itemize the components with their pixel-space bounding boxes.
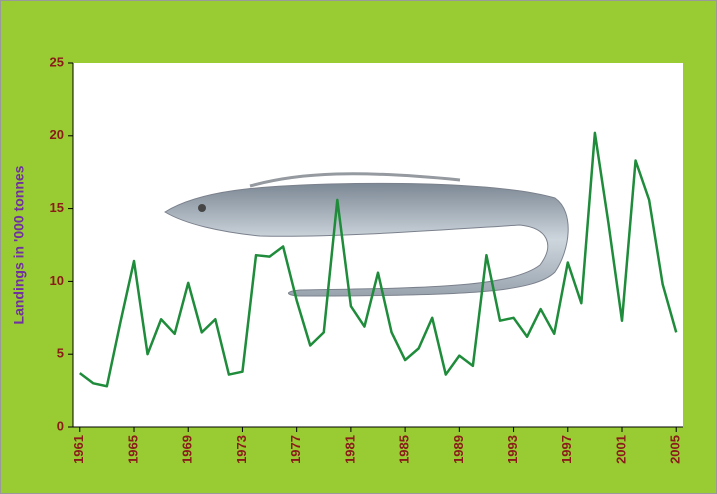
x-tick-label: 1969 (180, 435, 195, 464)
x-tick-label: 1989 (451, 435, 466, 464)
x-tick-label: 1981 (342, 435, 357, 464)
x-tick-label: 2005 (668, 435, 683, 464)
y-axis-label: Landings in '000 tonnes (11, 165, 27, 324)
x-tick-label: 1977 (288, 435, 303, 464)
plot-area (73, 63, 683, 427)
x-tick-label: 2001 (613, 435, 628, 464)
y-tick-label: 10 (50, 273, 64, 288)
x-tick-label: 1985 (397, 435, 412, 464)
y-tick-label: 5 (57, 346, 64, 361)
y-tick-label: 20 (50, 127, 64, 142)
x-tick-label: 1973 (234, 435, 249, 464)
x-tick-label: 1961 (71, 435, 86, 464)
y-tick-label: 25 (50, 54, 64, 69)
x-tick-label: 1965 (125, 435, 140, 464)
y-tick-label: 15 (50, 200, 64, 215)
x-tick-label: 1993 (505, 435, 520, 464)
chart: Landings in '000 tonnes 0 5 10 15 20 25 1961 19… (0, 0, 717, 494)
y-tick-label: 0 (57, 418, 64, 433)
x-tick-label: 1997 (559, 435, 574, 464)
